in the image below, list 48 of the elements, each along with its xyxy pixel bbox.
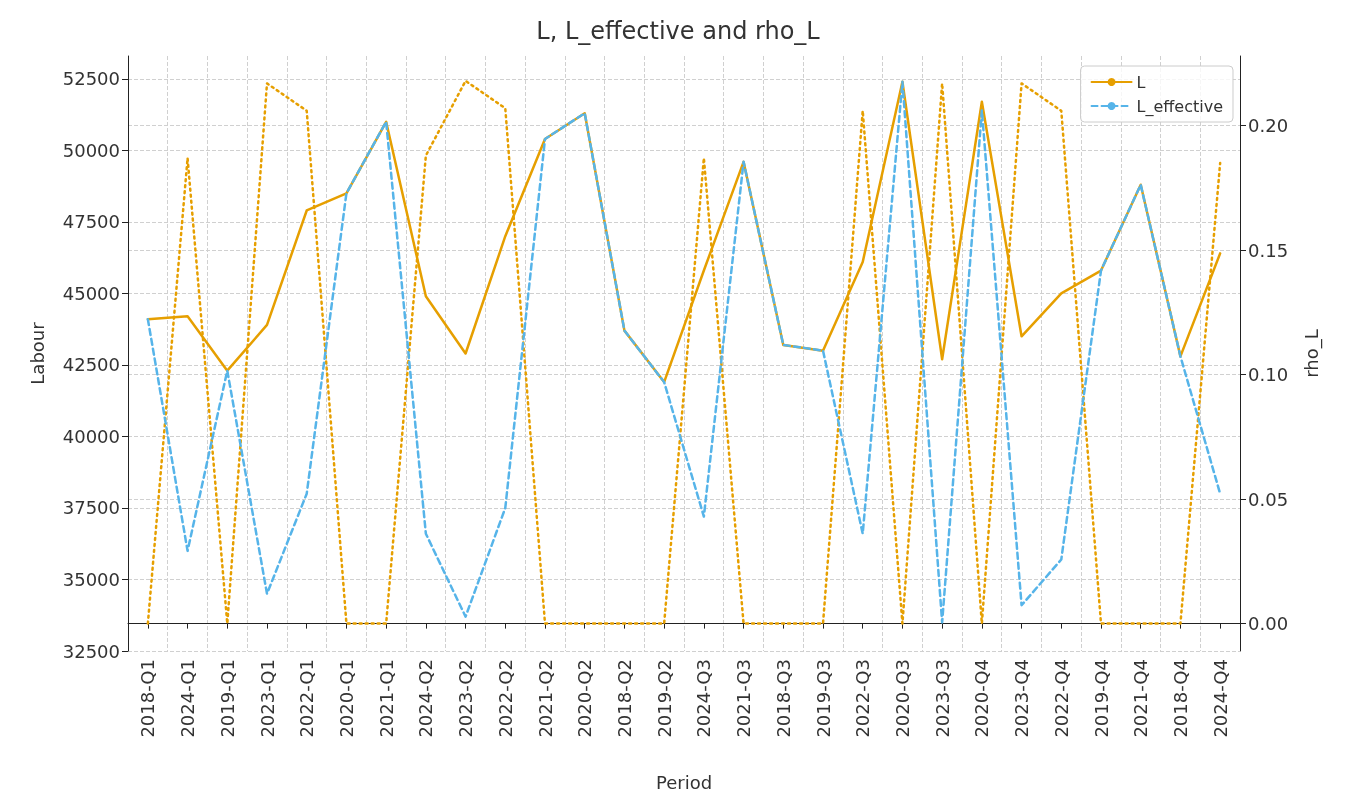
x-tick-label: 2023-Q1: [256, 659, 278, 738]
y-tick-label: 37500: [62, 497, 120, 519]
x-tick-label: 2020-Q2: [574, 659, 596, 738]
y-tick-label: 47500: [62, 211, 120, 233]
legend-label: L_effective: [1136, 96, 1223, 117]
x-tick-label: 2019-Q1: [216, 659, 238, 738]
x-tick-label: 2018-Q2: [613, 659, 635, 738]
y-tick-label: 35000: [62, 568, 120, 590]
x-tick-label: 2024-Q1: [177, 659, 199, 738]
legend-label: L: [1136, 72, 1146, 92]
x-tick-label: 2021-Q4: [1130, 659, 1152, 738]
y-tick-label: 45000: [62, 282, 120, 304]
x-tick-label: 2020-Q4: [971, 659, 993, 738]
y-tick-label: 52500: [62, 68, 120, 90]
x-tick-label: 2019-Q3: [812, 659, 834, 738]
x-tick-label: 2024-Q2: [415, 659, 437, 738]
x-tick-label: 2021-Q1: [375, 659, 397, 738]
y2-tick-label: 0.00: [1248, 613, 1289, 635]
x-tick-label: 2024-Q3: [693, 659, 715, 738]
x-tick-label: 2019-Q4: [1090, 659, 1112, 738]
y-tick-label: 50000: [62, 139, 120, 161]
y-tick-label: 40000: [62, 425, 120, 447]
y2-tick-label: 0.10: [1248, 364, 1289, 386]
x-tick-label: 2020-Q1: [335, 659, 357, 738]
y2-axis-title: rho_L: [1300, 329, 1323, 378]
x-tick-label: 2021-Q3: [733, 659, 755, 738]
x-tick-label: 2023-Q2: [455, 659, 477, 738]
y-tick-label: 42500: [62, 354, 120, 376]
x-axis-title: Period: [655, 771, 713, 793]
y2-tick-label: 0.15: [1248, 239, 1289, 261]
x-tick-label: 2023-Q4: [1011, 659, 1033, 738]
x-tick-label: 2024-Q4: [1209, 659, 1231, 738]
chart-title: L, L_effective and rho_L: [536, 17, 821, 45]
x-tick-label: 2018-Q4: [1169, 659, 1191, 738]
y-axis-title: Labour: [26, 321, 48, 385]
x-tick-label: 2022-Q1: [296, 659, 318, 738]
x-tick-label: 2019-Q2: [653, 659, 675, 738]
x-tick-label: 2020-Q3: [891, 659, 913, 738]
y-tick-label: 32500: [62, 640, 120, 662]
x-tick-label: 2022-Q4: [1050, 659, 1072, 738]
x-tick-label: 2018-Q3: [772, 659, 794, 738]
x-tick-label: 2023-Q3: [931, 659, 953, 738]
y2-tick-label: 0.05: [1248, 488, 1289, 510]
x-tick-label: 2022-Q2: [494, 659, 516, 738]
x-tick-label: 2022-Q3: [852, 659, 874, 738]
x-tick-label: 2018-Q1: [137, 659, 159, 738]
y2-tick-label: 0.20: [1248, 115, 1289, 137]
x-tick-label: 2021-Q2: [534, 659, 556, 738]
